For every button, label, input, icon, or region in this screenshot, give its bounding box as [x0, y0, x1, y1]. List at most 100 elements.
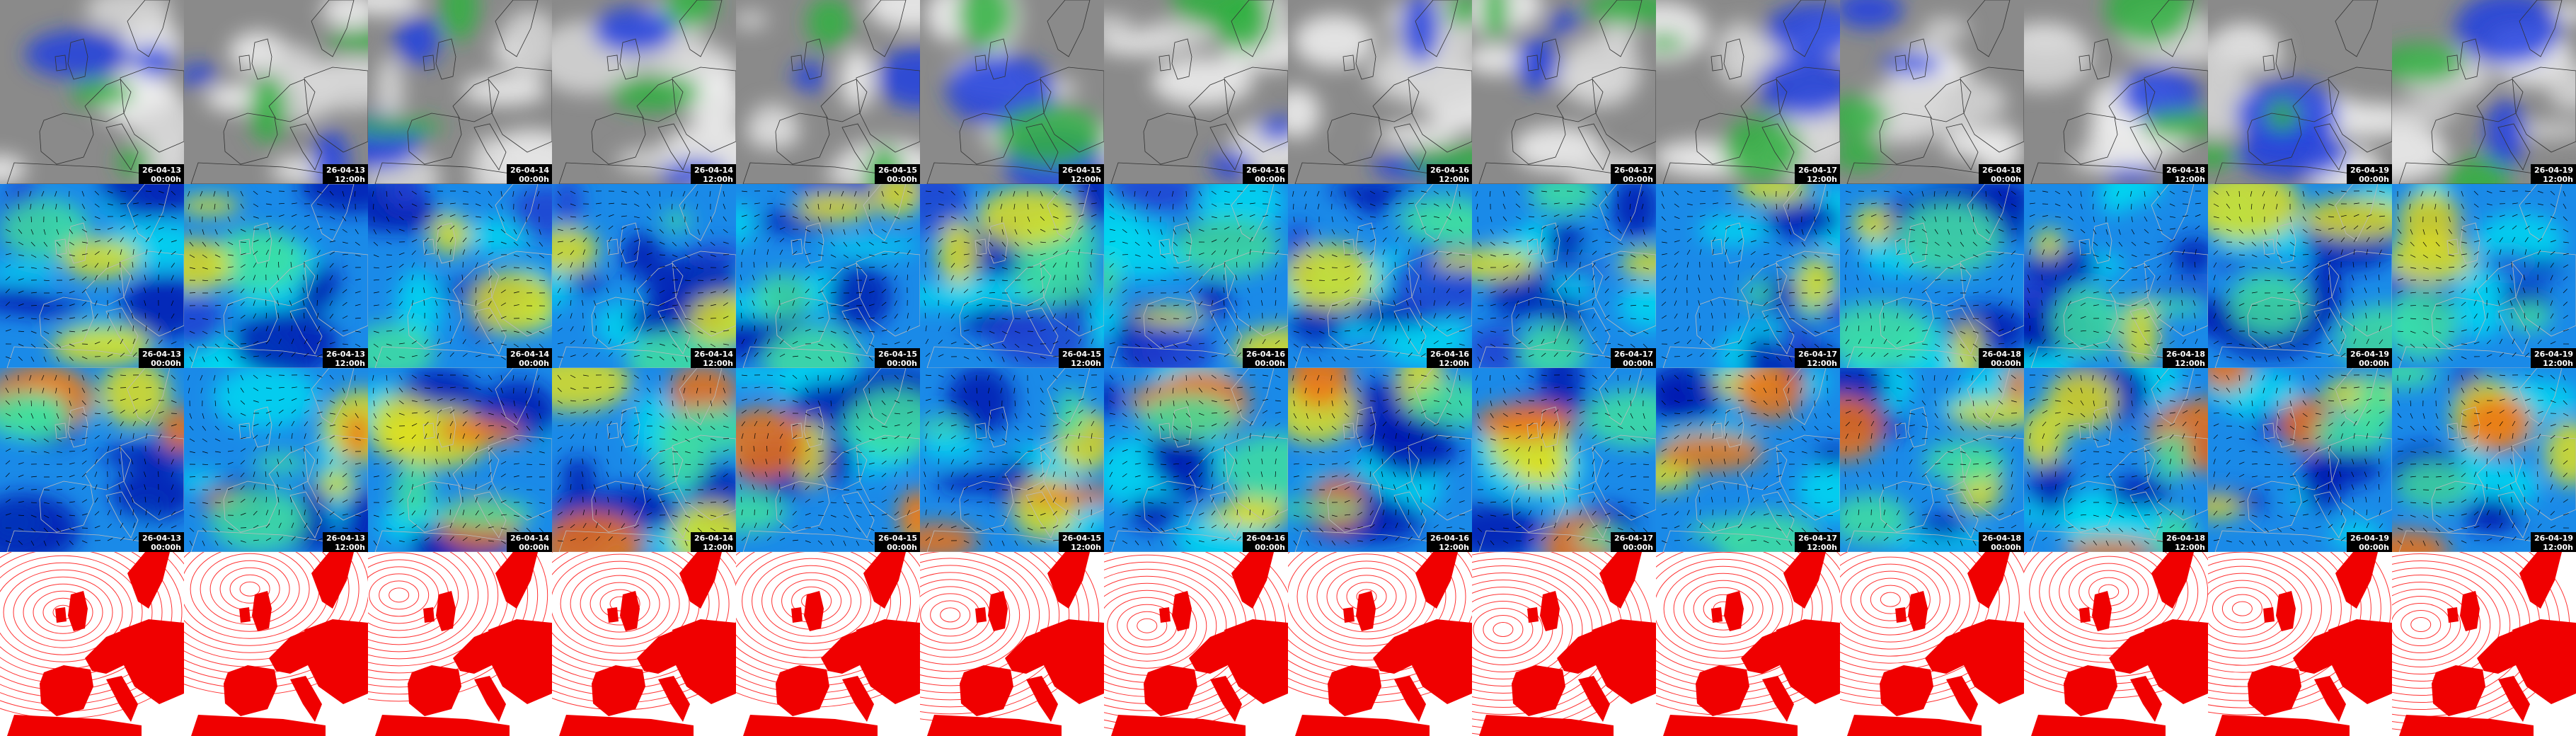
label-box	[691, 348, 736, 368]
map-panel	[552, 552, 736, 736]
date-label: 26-04-14	[510, 350, 549, 359]
time-label: 00:00h	[1991, 543, 2021, 552]
label-box	[1979, 348, 2024, 368]
label-box	[691, 532, 736, 552]
time-label: 12:00h	[2543, 359, 2573, 368]
time-label: 00:00h	[519, 175, 549, 184]
date-label: 26-04-15	[878, 350, 917, 359]
date-label: 26-04-19	[2534, 534, 2573, 543]
date-label: 26-04-18	[1982, 166, 2021, 175]
time-label: 00:00h	[519, 543, 549, 552]
map-panel	[1656, 552, 1840, 736]
label-box	[1427, 348, 1472, 368]
label-box	[2163, 532, 2208, 552]
map-panel	[1472, 552, 1656, 736]
date-label: 26-04-17	[1614, 534, 1653, 543]
date-label: 26-04-18	[1982, 350, 2021, 359]
time-label: 00:00h	[1255, 175, 1285, 184]
label-box	[875, 532, 920, 552]
date-label: 26-04-16	[1430, 534, 1469, 543]
time-label: 12:00h	[703, 175, 733, 184]
label-box	[1611, 348, 1656, 368]
date-label: 26-04-18	[2166, 350, 2205, 359]
time-label: 00:00h	[151, 359, 181, 368]
date-label: 26-04-17	[1798, 534, 1837, 543]
label-box	[507, 164, 552, 184]
time-label: 00:00h	[887, 175, 917, 184]
time-label: 12:00h	[1807, 543, 1837, 552]
label-box	[1243, 532, 1288, 552]
label-box	[2347, 532, 2392, 552]
date-label: 26-04-17	[1614, 166, 1653, 175]
time-label: 12:00h	[1439, 359, 1469, 368]
time-label: 12:00h	[1071, 543, 1101, 552]
map-panel	[2392, 552, 2576, 736]
label-box	[875, 164, 920, 184]
time-label: 00:00h	[887, 543, 917, 552]
date-label: 26-04-17	[1798, 166, 1837, 175]
map-panel	[736, 552, 920, 736]
time-label: 12:00h	[703, 543, 733, 552]
date-label: 26-04-19	[2350, 534, 2389, 543]
time-label: 12:00h	[335, 359, 365, 368]
time-label: 12:00h	[2175, 175, 2205, 184]
label-box	[2347, 348, 2392, 368]
date-label: 26-04-15	[878, 534, 917, 543]
date-label: 26-04-19	[2534, 350, 2573, 359]
map-panel	[1288, 552, 1472, 736]
time-label: 12:00h	[1071, 359, 1101, 368]
time-label: 12:00h	[2543, 543, 2573, 552]
date-label: 26-04-13	[142, 534, 181, 543]
time-label: 12:00h	[1439, 175, 1469, 184]
time-label: 00:00h	[151, 175, 181, 184]
label-box	[1611, 164, 1656, 184]
label-box	[2531, 164, 2576, 184]
date-label: 26-04-13	[142, 166, 181, 175]
label-box	[323, 532, 368, 552]
label-box	[875, 348, 920, 368]
date-label: 26-04-14	[694, 534, 733, 543]
date-label: 26-04-17	[1798, 350, 1837, 359]
date-label: 26-04-16	[1246, 534, 1285, 543]
time-label: 12:00h	[1071, 175, 1101, 184]
date-label: 26-04-19	[2534, 166, 2573, 175]
label-box	[1243, 164, 1288, 184]
date-label: 26-04-13	[326, 166, 365, 175]
label-box	[323, 164, 368, 184]
date-label: 26-04-18	[2166, 166, 2205, 175]
date-label: 26-04-17	[1614, 350, 1653, 359]
map-panel	[1840, 552, 2024, 736]
time-label: 12:00h	[2175, 543, 2205, 552]
time-label: 12:00h	[703, 359, 733, 368]
time-label: 00:00h	[2359, 359, 2389, 368]
time-label: 12:00h	[2543, 175, 2573, 184]
date-label: 26-04-14	[694, 166, 733, 175]
label-box	[1243, 348, 1288, 368]
